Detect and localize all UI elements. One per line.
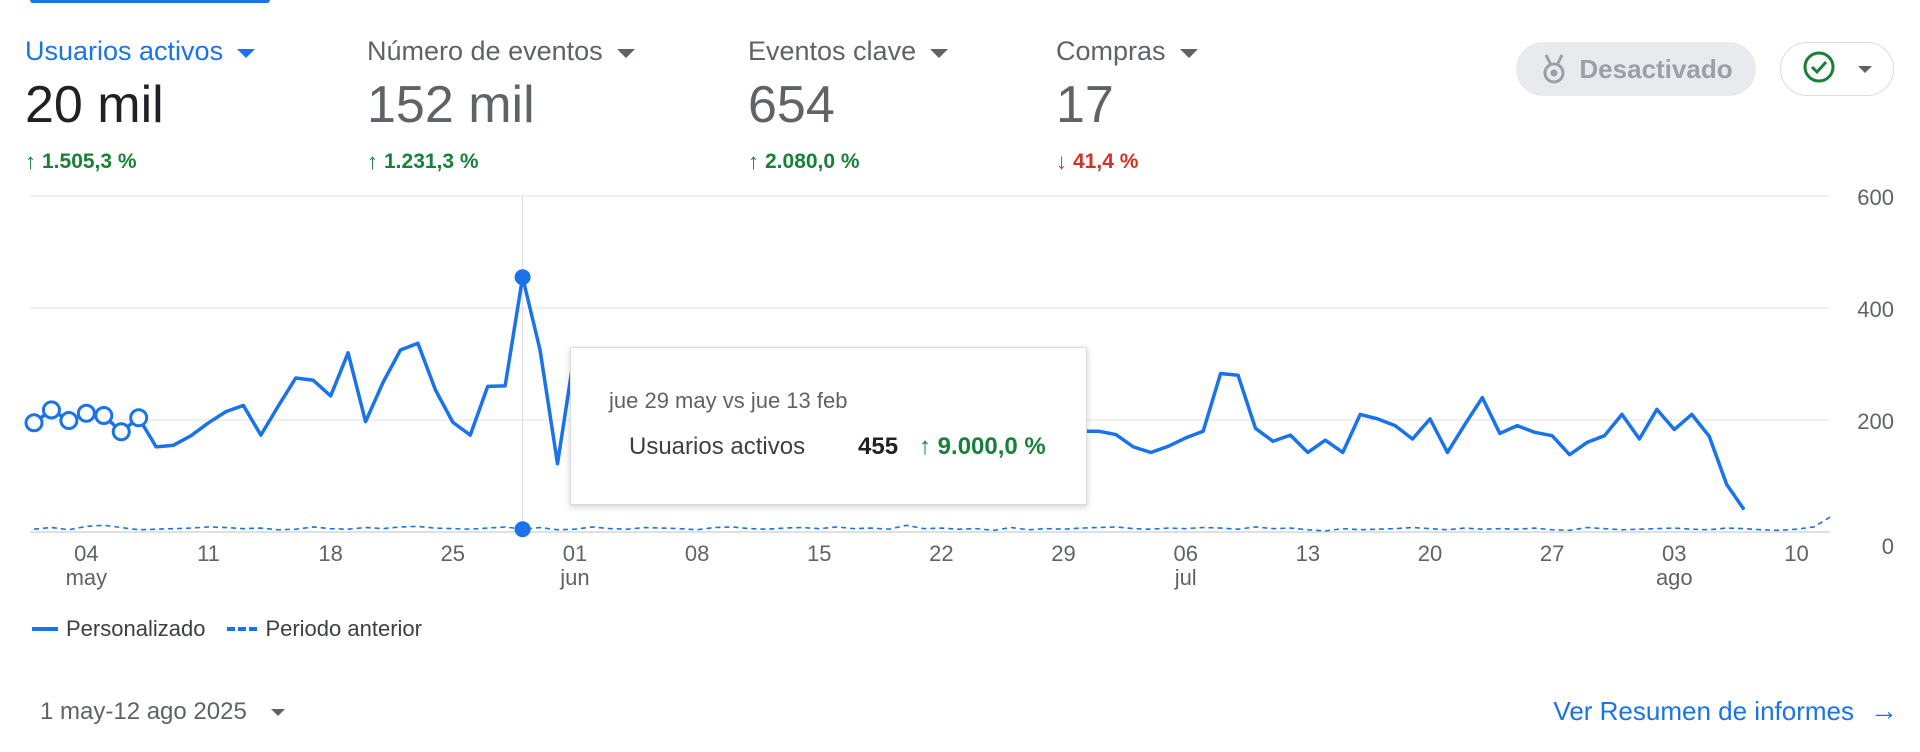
- tooltip-date: jue 29 may vs jue 13 feb: [609, 388, 848, 413]
- series-line-previous: [33, 515, 1832, 532]
- chevron-down-icon[interactable]: [1179, 48, 1198, 58]
- x-tick-label: 03: [1662, 541, 1686, 566]
- x-tick-label: 06: [1173, 541, 1197, 566]
- solid-line-swatch: [32, 627, 58, 631]
- metric-label: Usuarios activos: [25, 36, 224, 66]
- x-month-label: jul: [1174, 565, 1197, 590]
- tooltip-change-value: 9.000,0 %: [937, 433, 1046, 460]
- y-tick-label: 0: [1882, 534, 1894, 559]
- view-reports-link[interactable]: Ver Resumen de informes →: [1553, 695, 1898, 727]
- chevron-down-icon: [270, 708, 285, 716]
- metric-change-value: 1.505,3 %: [42, 150, 137, 173]
- arrow-up-icon: ↑: [919, 433, 931, 460]
- metric-header: Compras: [1056, 36, 1198, 67]
- metric-card-key-events[interactable]: Eventos clave 654 ↑ 2.080,0 %: [748, 36, 949, 175]
- metric-value: 17: [1056, 76, 1114, 134]
- chevron-down-icon[interactable]: [616, 48, 635, 58]
- metric-change: ↑ 1.231,3 %: [367, 149, 635, 175]
- chart-legend: Personalizado Periodo anterior: [32, 616, 444, 642]
- metric-change: ↓ 41,4 %: [1056, 149, 1198, 175]
- view-reports-label: Ver Resumen de informes: [1553, 695, 1854, 726]
- status-dropdown-button[interactable]: [1780, 42, 1894, 96]
- tooltip-change: ↑ 9.000,0 %: [919, 433, 1046, 461]
- date-range-selector[interactable]: 1 may-12 ago 2025: [40, 698, 285, 726]
- metric-label: Número de eventos: [367, 36, 603, 66]
- x-tick-label: 04: [74, 541, 98, 566]
- insights-toggle-label: Desactivado: [1579, 53, 1733, 84]
- x-tick-label: 22: [929, 541, 953, 566]
- tooltip-metric-label: Usuarios activos: [629, 433, 806, 460]
- dashed-line-swatch: [227, 627, 258, 631]
- metric-change-value: 1.231,3 %: [384, 150, 479, 173]
- x-tick-label: 18: [318, 541, 342, 566]
- y-tick-label: 400: [1857, 297, 1894, 322]
- tooltip-value: 455: [858, 433, 899, 460]
- metric-header: Eventos clave: [748, 36, 949, 67]
- metric-change: ↑ 1.505,3 %: [25, 149, 255, 175]
- data-point-marker: [59, 411, 79, 431]
- highlight-point-previous: [514, 521, 531, 538]
- chevron-down-icon[interactable]: [930, 48, 949, 58]
- x-tick-label: 25: [441, 541, 465, 566]
- legend-item-previous[interactable]: Periodo anterior: [227, 616, 422, 642]
- data-point-marker: [41, 400, 61, 420]
- check-circle-icon: [1802, 50, 1836, 89]
- metric-card-event-count[interactable]: Número de eventos 152 mil ↑ 1.231,3 %: [367, 36, 635, 175]
- legend-item-current[interactable]: Personalizado: [32, 616, 205, 642]
- data-point-marker: [24, 413, 44, 433]
- medal-icon: [1539, 53, 1569, 85]
- x-tick-label: 01: [563, 541, 587, 566]
- arrow-up-icon: ↑: [367, 149, 378, 174]
- metric-label: Eventos clave: [748, 36, 917, 66]
- metric-change: ↑ 2.080,0 %: [748, 149, 948, 175]
- metric-header: Número de eventos: [367, 36, 635, 67]
- metric-card-active-users[interactable]: Usuarios activos 20 mil ↑ 1.505,3 %: [25, 36, 256, 175]
- metric-value: 20 mil: [25, 76, 164, 134]
- x-tick-label: 27: [1540, 541, 1564, 566]
- x-tick-label: 29: [1051, 541, 1075, 566]
- data-point-marker: [94, 406, 114, 426]
- metric-change-value: 41,4 %: [1073, 150, 1139, 173]
- arrow-down-icon: ↓: [1056, 149, 1067, 174]
- arrow-right-icon: →: [1870, 695, 1898, 726]
- x-month-label: jun: [559, 565, 589, 590]
- arrow-up-icon: ↑: [25, 149, 36, 174]
- metric-value: 152 mil: [367, 76, 535, 134]
- insights-toggle-button[interactable]: Desactivado: [1516, 42, 1756, 96]
- active-tab-indicator: [30, 0, 270, 3]
- chart-tooltip: jue 29 may vs jue 13 feb Usuarios activo…: [570, 347, 1087, 505]
- arrow-up-icon: ↑: [748, 149, 759, 174]
- y-tick-label: 200: [1857, 409, 1894, 434]
- metric-header: Usuarios activos: [25, 36, 256, 67]
- date-range-label: 1 may-12 ago 2025: [40, 698, 247, 725]
- metric-label: Compras: [1056, 36, 1166, 66]
- metric-change-value: 2.080,0 %: [765, 150, 860, 173]
- x-tick-label: 10: [1784, 541, 1808, 566]
- x-tick-label: 20: [1418, 541, 1442, 566]
- x-tick-label: 11: [197, 541, 220, 566]
- chevron-down-icon[interactable]: [237, 48, 256, 58]
- legend-label: Periodo anterior: [265, 616, 422, 641]
- legend-label: Personalizado: [66, 616, 206, 641]
- data-point-marker: [76, 403, 96, 423]
- x-tick-label: 08: [685, 541, 709, 566]
- x-month-label: may: [66, 565, 108, 590]
- y-tick-label: 600: [1857, 185, 1894, 210]
- x-tick-label: 13: [1296, 541, 1320, 566]
- metric-value: 654: [748, 76, 835, 134]
- data-point-marker: [129, 408, 149, 428]
- metric-card-purchases[interactable]: Compras 17 ↓ 41,4 %: [1056, 36, 1198, 175]
- x-month-label: ago: [1656, 565, 1693, 590]
- chevron-down-icon: [1858, 65, 1872, 73]
- highlight-point-current: [514, 269, 531, 286]
- data-point-marker: [111, 422, 131, 442]
- x-tick-label: 15: [807, 541, 831, 566]
